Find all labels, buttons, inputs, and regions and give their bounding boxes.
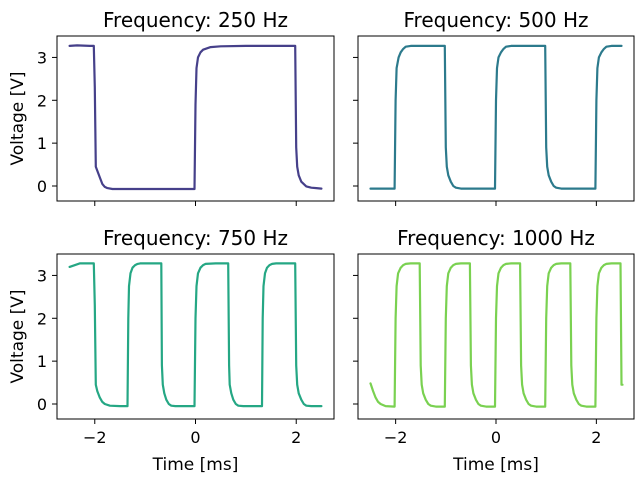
x-axis-label-2: Time [ms]: [152, 455, 239, 475]
series-line-1-0: [369, 44, 623, 190]
x-tick-label-2-2: 2: [291, 428, 301, 447]
x-tick-label-3-1: 0: [491, 428, 501, 447]
chart-title-2: Frequency: 750 Hz: [103, 226, 288, 250]
y-tick-label-2-0: 0: [37, 395, 47, 414]
y-tick-label-0-3: 3: [37, 48, 47, 67]
chart-title-3: Frequency: 1000 Hz: [397, 226, 595, 250]
y-axis-label-0: Voltage [V]: [8, 71, 28, 165]
y-tick-label-2-1: 1: [37, 352, 47, 371]
chart-title-0: Frequency: 250 Hz: [103, 8, 288, 32]
y-tick-label-2-3: 3: [37, 266, 47, 285]
x-tick-label-2-0: −2: [83, 428, 107, 447]
x-axis-label-3: Time [ms]: [452, 455, 539, 475]
x-tick-label-3-0: −2: [384, 428, 408, 447]
y-tick-label-0-0: 0: [37, 177, 47, 196]
x-tick-label-3-2: 2: [591, 428, 601, 447]
series-line-0-0: [68, 44, 323, 191]
y-tick-label-0-1: 1: [37, 134, 47, 153]
y-axis-label-2: Voltage [V]: [8, 289, 28, 383]
x-tick-label-2-1: 0: [190, 428, 200, 447]
series-line-2-0: [68, 262, 323, 408]
chart-title-1: Frequency: 500 Hz: [403, 8, 588, 32]
y-tick-label-0-2: 2: [37, 91, 47, 110]
y-tick-label-2-2: 2: [37, 309, 47, 328]
series-line-3-0: [369, 262, 624, 408]
